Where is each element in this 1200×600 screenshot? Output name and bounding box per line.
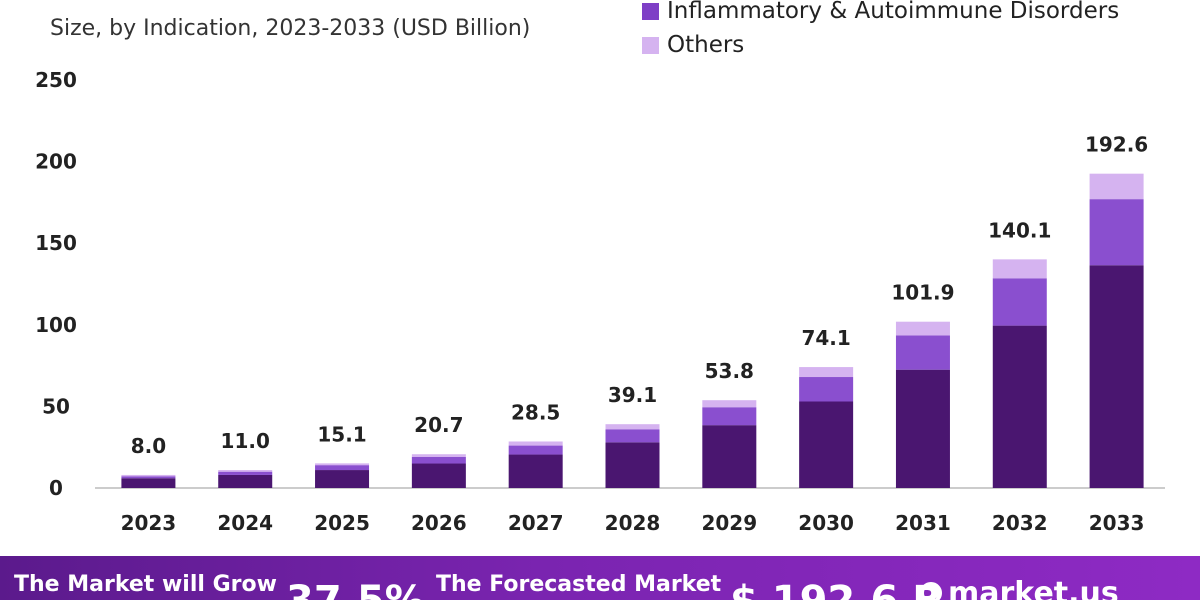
bar-segment-oncology: [508, 454, 563, 488]
bar-segment-others: [702, 400, 757, 408]
bar-segment-inflammatory: [121, 476, 176, 479]
x-tick-label: 2027: [508, 511, 564, 535]
y-tick-label: 100: [35, 313, 77, 337]
stacked-bar-chart: 0 50 100 150 200 250 8.0 2023 11.0 2024 15.1 2025 20…: [35, 68, 1165, 535]
bar-segment-oncology: [315, 470, 370, 488]
bar-total-label: 53.8: [705, 359, 754, 383]
bar-segment-oncology: [702, 425, 757, 488]
bar-segment-others: [315, 463, 370, 466]
legend-item-inflammatory: Inflammatory & Autoimmune Disorders: [642, 0, 1119, 28]
bar-total-label: 20.7: [414, 413, 463, 437]
bar-total-label: 140.1: [988, 218, 1051, 242]
bar-segment-oncology: [992, 325, 1047, 488]
bar-segment-inflammatory: [508, 445, 563, 455]
x-tick-label: 2032: [992, 511, 1048, 535]
bar-segment-others: [218, 470, 273, 472]
banner-grow-text: The Market will Grow: [14, 572, 277, 597]
legend-label: Others: [667, 32, 745, 58]
banner-brand: market.us: [948, 576, 1119, 600]
banner-market-value: $ 192.6 B: [730, 578, 943, 600]
x-tick-label: 2026: [411, 511, 467, 535]
legend: Inflammatory & Autoimmune Disorders Othe…: [642, 0, 1119, 62]
x-tick-label: 2024: [217, 511, 273, 535]
bar-total-label: 28.5: [511, 400, 560, 424]
bar-segment-inflammatory: [895, 335, 950, 370]
bar-segment-inflammatory: [992, 278, 1047, 326]
bar-segment-inflammatory: [411, 456, 466, 464]
x-tick-label: 2030: [798, 511, 854, 535]
chart-subtitle: Size, by Indication, 2023-2033 (USD Bill…: [50, 16, 531, 41]
bar-total-label: 11.0: [221, 429, 270, 453]
x-tick-label: 2028: [605, 511, 661, 535]
bar-segment-oncology: [218, 474, 273, 488]
bar-total-label: 8.0: [131, 434, 166, 458]
bar-total-label: 15.1: [317, 422, 366, 446]
bar-segment-inflammatory: [702, 407, 757, 426]
legend-item-others: Others: [642, 28, 1119, 62]
bar-segment-oncology: [799, 401, 854, 488]
x-tick-label: 2029: [701, 511, 757, 535]
x-tick-label: 2023: [121, 511, 177, 535]
bar-total-label: 39.1: [608, 383, 657, 407]
y-tick-label: 50: [42, 394, 70, 418]
banner-cagr: 37.5%: [286, 578, 425, 600]
bar-segment-inflammatory: [218, 471, 273, 475]
bar-segment-oncology: [121, 478, 176, 488]
bar-segment-others: [605, 424, 660, 430]
x-tick-label: 2025: [314, 511, 370, 535]
legend-swatch: [642, 36, 659, 54]
bar-segment-oncology: [411, 463, 466, 488]
legend-label: Inflammatory & Autoimmune Disorders: [667, 0, 1120, 24]
bar-segment-inflammatory: [315, 465, 370, 471]
bar-total-label: 192.6: [1085, 133, 1148, 157]
x-tick-label: 2033: [1089, 511, 1145, 535]
bar-segment-others: [508, 441, 563, 446]
bar-segment-others: [799, 367, 854, 378]
footer-banner: The Market will Grow 37.5% The Forecaste…: [0, 556, 1200, 600]
bar-total-label: 101.9: [891, 281, 954, 305]
y-tick-label: 0: [49, 476, 63, 500]
bar-segment-others: [411, 454, 466, 457]
bar-segment-inflammatory: [799, 377, 854, 402]
market-us-logo-icon: [920, 582, 942, 600]
bar-segment-others: [121, 474, 176, 477]
bar-segment-others: [992, 259, 1047, 279]
bar-segment-others: [1089, 173, 1144, 200]
banner-forecast-text: The Forecasted Market: [436, 572, 722, 597]
x-tick-label: 2031: [895, 511, 951, 535]
bar-segment-oncology: [605, 442, 660, 488]
bar-segment-inflammatory: [1089, 199, 1144, 266]
bar-total-label: 74.1: [801, 326, 850, 350]
legend-swatch: [642, 2, 659, 20]
bar-segment-oncology: [1089, 265, 1144, 488]
y-tick-label: 250: [35, 68, 77, 92]
bar-segment-oncology: [895, 369, 950, 488]
y-tick-label: 150: [35, 231, 77, 255]
bar-segment-others: [895, 321, 950, 336]
bar-segment-inflammatory: [605, 429, 660, 443]
y-tick-label: 200: [35, 150, 77, 174]
